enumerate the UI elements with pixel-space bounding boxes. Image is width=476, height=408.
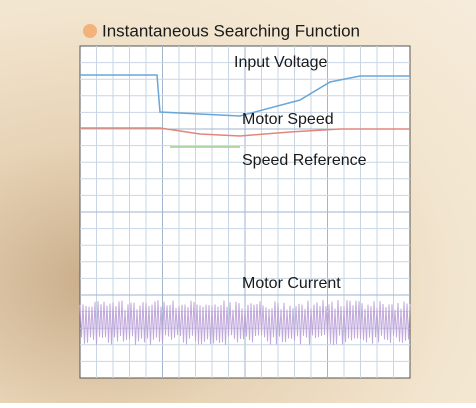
title-dot bbox=[83, 24, 97, 38]
figure-title: Instantaneous Searching Function bbox=[102, 21, 360, 40]
trace-label: Speed Reference bbox=[242, 152, 367, 169]
page: Instantaneous Searching Function Input V… bbox=[0, 0, 476, 403]
trace-label: Input Voltage bbox=[234, 54, 328, 71]
trace-label: Motor Speed bbox=[242, 111, 334, 128]
figure: Instantaneous Searching Function Input V… bbox=[0, 0, 476, 403]
trace-label: Motor Current bbox=[242, 275, 341, 292]
